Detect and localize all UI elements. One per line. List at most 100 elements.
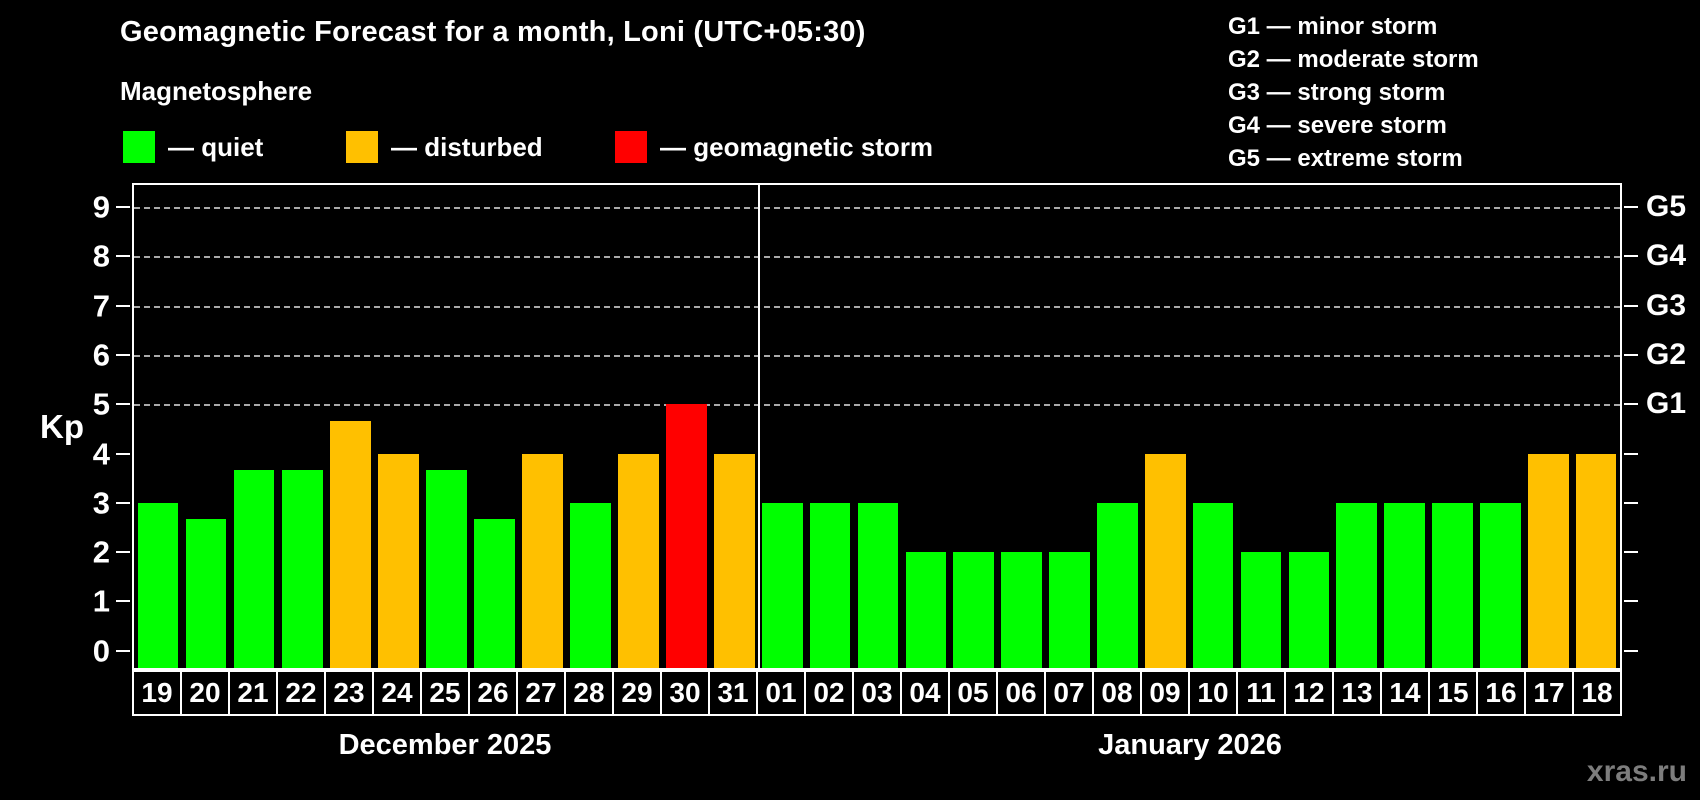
- g-scale-line-4: G4 — severe storm: [1228, 112, 1447, 139]
- day-label-13: 13: [1332, 670, 1382, 716]
- kp-bar-08: [1097, 502, 1138, 668]
- right-tick-kp9: [1624, 206, 1638, 209]
- day-label-18: 18: [1572, 670, 1622, 716]
- kp-bar-25: [425, 469, 467, 668]
- legend-label-disturbed: — disturbed: [391, 131, 543, 162]
- kp-bar-11: [1240, 552, 1282, 668]
- g-scale-legend: G1 — minor storm G2 — moderate storm G3 …: [1228, 10, 1479, 175]
- day-label-27: 27: [516, 670, 566, 716]
- kp-bar-06: [1001, 552, 1042, 668]
- g-level-label-G2: G2: [1646, 338, 1687, 372]
- legend-label-quiet: — quiet: [168, 131, 264, 162]
- y-tick-label-4: 4: [92, 436, 110, 472]
- bar-slot-05: [950, 185, 998, 668]
- left-tick-kp3: [116, 501, 130, 504]
- bar-slot-04: [902, 185, 950, 668]
- bars-row: [134, 185, 1620, 668]
- bar-slot-20: [182, 185, 230, 668]
- legend-item-quiet: — quiet: [123, 130, 263, 164]
- kp-bar-10: [1192, 502, 1234, 668]
- day-label-04: 04: [900, 670, 950, 716]
- bar-slot-03: [854, 185, 902, 668]
- bar-slot-11: [1237, 185, 1285, 668]
- gridline-kp7: [134, 305, 1620, 308]
- kp-bar-18: [1575, 453, 1617, 668]
- kp-bar-01: [761, 502, 803, 668]
- bar-slot-22: [278, 185, 326, 668]
- kp-bar-05: [953, 552, 995, 668]
- bar-slot-17: [1524, 185, 1572, 668]
- day-label-23: 23: [324, 670, 374, 716]
- day-label-31: 31: [708, 670, 758, 716]
- gridline-kp5: [134, 404, 1620, 407]
- y-tick-label-0: 0: [92, 633, 110, 669]
- day-label-29: 29: [612, 670, 662, 716]
- y-tick-label-5: 5: [92, 386, 110, 422]
- day-label-03: 03: [852, 670, 902, 716]
- right-tick-kp4: [1624, 452, 1638, 455]
- bar-slot-08: [1093, 185, 1141, 668]
- day-label-group-0: 19 20 21 22 23 24 25 26 27 28 29 30 31: [132, 670, 758, 716]
- day-label-11: 11: [1236, 670, 1286, 716]
- kp-bar-28: [569, 502, 611, 668]
- bar-slot-23: [326, 185, 374, 668]
- disturbed-swatch-icon: [346, 131, 378, 163]
- bar-slot-29: [614, 185, 662, 668]
- kp-bar-16: [1480, 502, 1521, 668]
- y-axis-title: Kp: [40, 407, 84, 445]
- g-level-label-G1: G1: [1646, 387, 1687, 421]
- right-tick-kp7: [1624, 304, 1638, 307]
- plot-area: Kp 0 1 2 3 4 5 6 7 8 9 G1 G2 G3 G4 G5: [40, 183, 1686, 670]
- right-tick-kp3: [1624, 501, 1638, 504]
- day-label-10: 10: [1188, 670, 1238, 716]
- y-tick-label-7: 7: [92, 288, 110, 324]
- day-label-22: 22: [276, 670, 326, 716]
- day-label-21: 21: [228, 670, 278, 716]
- bar-slot-10: [1189, 185, 1237, 668]
- kp-bar-04: [905, 552, 947, 668]
- kp-bar-03: [857, 502, 899, 668]
- y-tick-label-6: 6: [92, 337, 110, 373]
- gridline-kp9: [134, 207, 1620, 210]
- y-tick-label-9: 9: [92, 189, 110, 225]
- left-tick-kp2: [116, 551, 130, 554]
- day-label-17: 17: [1524, 670, 1574, 716]
- day-label-12: 12: [1284, 670, 1334, 716]
- bar-slot-02: [806, 185, 854, 668]
- day-label-14: 14: [1380, 670, 1430, 716]
- bar-slot-13: [1333, 185, 1381, 668]
- right-tick-kp2: [1624, 551, 1638, 554]
- left-tick-kp4: [116, 452, 130, 455]
- bar-slot-06: [998, 185, 1046, 668]
- y-tick-label-3: 3: [92, 485, 110, 521]
- day-label-26: 26: [468, 670, 518, 716]
- left-tick-kp1: [116, 600, 130, 603]
- right-tick-kp0: [1624, 649, 1638, 652]
- right-tick-kp5: [1624, 403, 1638, 406]
- bar-group-1: [758, 185, 1620, 668]
- right-tick-kp1: [1624, 600, 1638, 603]
- storm-swatch-icon: [615, 131, 647, 163]
- kp-bar-27: [521, 453, 563, 668]
- kp-bar-09: [1144, 453, 1186, 668]
- day-label-08: 08: [1092, 670, 1142, 716]
- kp-bar-22: [281, 469, 323, 668]
- day-label-05: 05: [948, 670, 998, 716]
- bar-slot-07: [1046, 185, 1094, 668]
- kp-bar-13: [1336, 502, 1378, 668]
- kp-bar-20: [185, 519, 227, 668]
- kp-bar-12: [1288, 552, 1330, 668]
- g-scale-line-5: G5 — extreme storm: [1228, 145, 1463, 172]
- kp-bar-02: [809, 502, 851, 668]
- g-scale-line-3: G3 — strong storm: [1228, 79, 1446, 106]
- legend-item-disturbed: — disturbed: [346, 130, 543, 164]
- right-tick-kp8: [1624, 255, 1638, 258]
- kp-bar-19: [137, 502, 179, 668]
- bar-slot-14: [1381, 185, 1429, 668]
- kp-bar-17: [1527, 453, 1569, 668]
- bar-slot-27: [518, 185, 566, 668]
- left-tick-kp6: [116, 354, 130, 357]
- y-tick-label-1: 1: [92, 583, 110, 619]
- month-label-january: January 2026: [1098, 729, 1282, 761]
